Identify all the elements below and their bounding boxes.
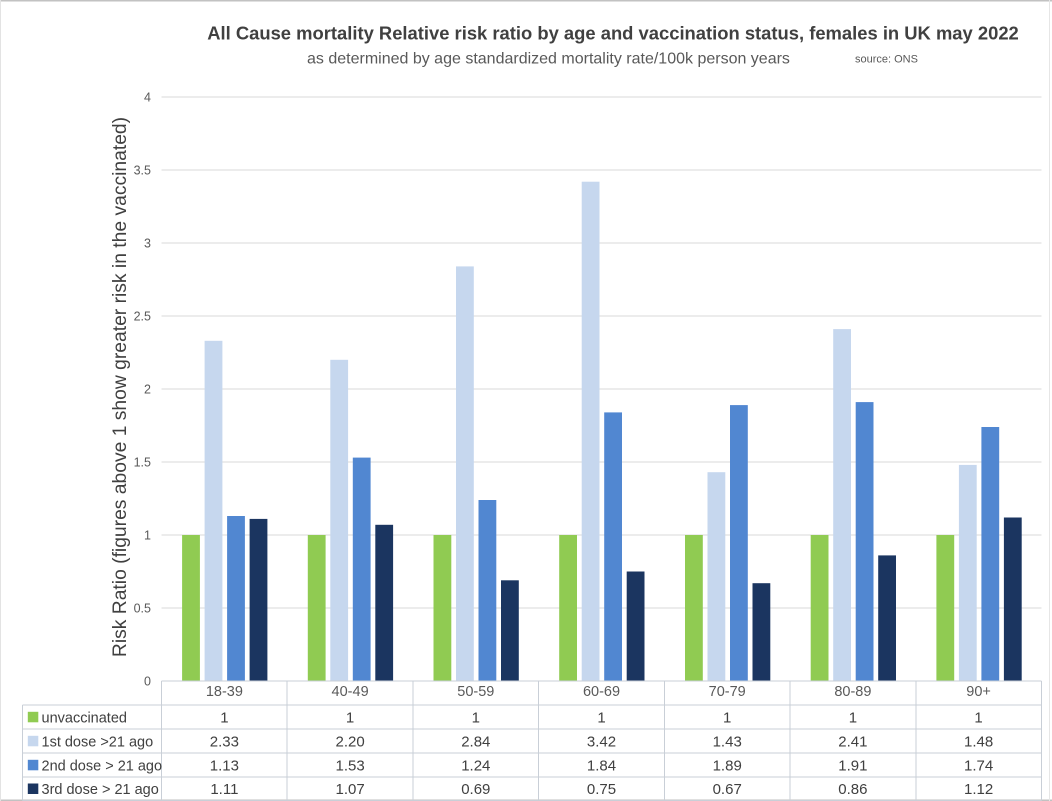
svg-text:1.12: 1.12 [964, 781, 993, 798]
svg-text:Risk Ratio (figures above 1 sh: Risk Ratio (figures above 1 show greater… [110, 117, 131, 657]
svg-text:2.5: 2.5 [134, 310, 151, 324]
svg-text:unvaccinated: unvaccinated [42, 710, 127, 726]
svg-text:0: 0 [144, 675, 151, 689]
svg-text:3.42: 3.42 [587, 734, 616, 751]
svg-text:1: 1 [472, 710, 480, 727]
svg-text:0.75: 0.75 [587, 781, 616, 798]
svg-text:3.5: 3.5 [134, 164, 151, 178]
svg-text:1.11: 1.11 [210, 781, 238, 798]
svg-text:40-49: 40-49 [332, 684, 369, 700]
svg-text:50-59: 50-59 [457, 684, 494, 700]
svg-text:60-69: 60-69 [583, 684, 620, 700]
svg-text:2.41: 2.41 [838, 734, 867, 751]
svg-text:1: 1 [974, 710, 982, 727]
svg-text:1: 1 [220, 710, 228, 727]
svg-text:0.69: 0.69 [461, 781, 490, 798]
svg-text:1: 1 [144, 529, 151, 543]
svg-text:80-89: 80-89 [834, 684, 871, 700]
svg-text:1.13: 1.13 [210, 758, 239, 775]
svg-text:1st dose >21 ago: 1st dose >21 ago [42, 734, 154, 750]
svg-text:0.5: 0.5 [134, 602, 151, 616]
svg-text:1.89: 1.89 [713, 758, 742, 775]
svg-text:1.74: 1.74 [964, 758, 993, 775]
svg-text:as determined by age standardi: as determined by age standardized mortal… [307, 51, 790, 68]
svg-text:2.84: 2.84 [461, 734, 490, 751]
svg-text:1: 1 [849, 710, 857, 727]
svg-text:1.91: 1.91 [838, 758, 867, 775]
svg-text:2: 2 [144, 383, 151, 397]
svg-text:1.48: 1.48 [964, 734, 993, 751]
svg-text:18-39: 18-39 [206, 684, 243, 700]
svg-text:All Cause mortality Relative r: All Cause mortality Relative risk ratio … [207, 23, 1019, 44]
svg-text:2nd dose > 21 ago: 2nd dose > 21 ago [42, 758, 163, 774]
svg-text:0.86: 0.86 [838, 781, 867, 798]
svg-text:1: 1 [597, 710, 605, 727]
svg-text:1.07: 1.07 [335, 781, 364, 798]
svg-text:1.24: 1.24 [461, 758, 490, 775]
svg-text:4: 4 [144, 91, 151, 105]
svg-text:1: 1 [723, 710, 731, 727]
svg-text:3rd dose > 21 ago: 3rd dose > 21 ago [42, 782, 159, 798]
svg-text:1.43: 1.43 [713, 734, 742, 751]
svg-text:1: 1 [346, 710, 354, 727]
svg-text:90+: 90+ [966, 684, 991, 700]
svg-text:70-79: 70-79 [709, 684, 746, 700]
svg-text:2.20: 2.20 [335, 734, 364, 751]
svg-text:1.5: 1.5 [134, 456, 151, 470]
svg-text:1.84: 1.84 [587, 758, 616, 775]
svg-text:3: 3 [144, 237, 151, 251]
svg-text:1.53: 1.53 [335, 758, 364, 775]
svg-text:2.33: 2.33 [210, 734, 239, 751]
svg-text:0.67: 0.67 [713, 781, 742, 798]
svg-text:source: ONS: source: ONS [855, 54, 918, 66]
